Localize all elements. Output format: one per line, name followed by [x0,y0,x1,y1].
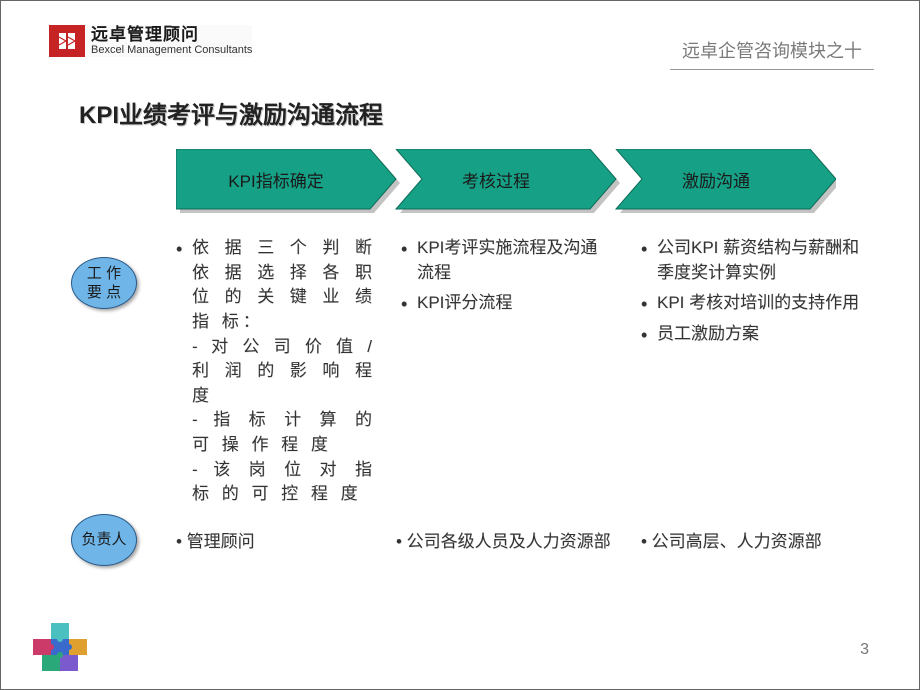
column-2: KPI考评实施流程及沟通流程 KPI评分流程 [401,236,611,322]
header: 远卓管理顾问 Bexcel Management Consultants 远卓企… [1,1,919,76]
arrow-label-2: 考核过程 [396,149,596,209]
col2-point-2: KPI评分流程 [401,291,611,316]
resp-1: • 管理顾问 [176,527,376,552]
col3-point-1: 公司KPI 薪资结构与薪酬和季度奖计算实例 [641,236,861,285]
header-subtitle: 远卓企管咨询模块之十 [670,37,874,70]
arrow-label-3: 激励沟通 [616,149,816,209]
col3-point-3: 员工激励方案 [641,322,861,347]
puzzle-icon [31,619,89,671]
logo-cn: 远卓管理顾问 [91,26,252,45]
logo: 远卓管理顾问 Bexcel Management Consultants [49,25,252,57]
page-title: KPI业绩考评与激励沟通流程 [79,95,383,130]
resp-2: • 公司各级人员及人力资源部 [396,527,616,552]
column-3: 公司KPI 薪资结构与薪酬和季度奖计算实例 KPI 考核对培训的支持作用 员工激… [641,236,861,353]
col1-point: 依 据 三 个 判 断 依 据 选 择 各 职 位 的 关 键 业 绩 指 标：… [176,236,376,507]
logo-en: Bexcel Management Consultants [91,44,252,56]
col2-point-1: KPI考评实施流程及沟通流程 [401,236,611,285]
page-number: 3 [860,641,869,659]
col3-point-2: KPI 考核对培训的支持作用 [641,291,861,316]
process-arrows: KPI指标确定 考核过程 激励沟通 [176,149,816,215]
resp-3: • 公司高层、人力资源部 [641,527,861,552]
badge-resp: 负责人 [71,514,137,566]
badge-work: 工 作 要 点 [71,257,137,309]
column-1: 依 据 三 个 判 断 依 据 选 择 各 职 位 的 关 键 业 绩 指 标：… [176,236,376,513]
arrow-label-1: KPI指标确定 [176,149,376,209]
logo-text: 远卓管理顾问 Bexcel Management Consultants [91,26,252,57]
logo-icon [49,25,85,57]
